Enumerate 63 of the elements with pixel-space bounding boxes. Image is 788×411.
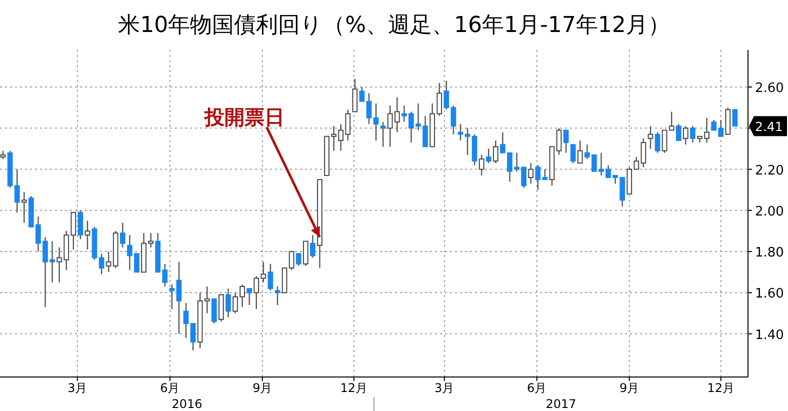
candlestick: [682, 125, 688, 146]
x-tick-label: 6月: [160, 381, 180, 395]
y-tick-label: 2.60: [755, 81, 784, 96]
candlestick: [98, 253, 104, 275]
candlestick: [662, 130, 668, 154]
y-tick-label: 1.40: [755, 328, 784, 343]
annotation: 投開票日: [204, 105, 285, 130]
x-tick-label: 12月: [707, 381, 734, 395]
candlestick: [359, 86, 365, 102]
last-value-tag: 2.41: [749, 116, 787, 136]
candlestick: [458, 123, 464, 142]
candlestick: [492, 140, 498, 164]
candlestick: [288, 250, 294, 271]
candlestick: [648, 125, 654, 150]
candlestick: [176, 261, 182, 334]
y-tick-label: 2.00: [755, 204, 784, 220]
candlestick: [654, 132, 660, 154]
y-tick-label: 1.60: [755, 286, 784, 302]
candlestick: [84, 220, 90, 250]
candlestick: [486, 148, 492, 164]
candlestick: [556, 128, 562, 156]
candlestick: [246, 288, 252, 306]
candlestick: [577, 140, 583, 164]
x-tick-label: 9月: [620, 381, 640, 395]
candlestick: [380, 121, 386, 148]
candlestick: [310, 234, 316, 258]
candlestick: [296, 253, 302, 267]
y-tick-label: 1.80: [755, 246, 784, 261]
candlestick: [528, 162, 534, 184]
candlestick: [676, 123, 682, 142]
candlestick: [226, 288, 231, 318]
candlestick: [464, 128, 470, 156]
annotation: 2.41: [755, 119, 783, 134]
x-tick-label: 12月: [340, 381, 368, 395]
candlestick: [690, 125, 696, 144]
candlestick: [373, 102, 379, 142]
candlestick: [352, 78, 358, 112]
candlestick: [570, 144, 576, 164]
chart-title: 米10年物国債利回り（%、週足、16年1月-17年12月）: [118, 13, 670, 38]
candlestick: [120, 222, 126, 248]
text: 2017: [546, 397, 576, 411]
candlestick: [668, 111, 674, 131]
candlestick: [21, 191, 27, 224]
candlestick: [478, 154, 484, 176]
candlestick: [274, 286, 280, 306]
candlestick: [366, 92, 372, 125]
x-tick-label: 6月: [527, 381, 547, 395]
x-tick-label: 3月: [434, 381, 454, 395]
candlestick: [732, 109, 738, 127]
candlestick: [14, 168, 20, 214]
candlestick: [183, 302, 189, 339]
candlestick: [302, 240, 308, 267]
candlestick: [563, 130, 569, 154]
text: 2016: [172, 397, 202, 411]
candlestick: [640, 138, 646, 168]
x-tick-label: 9月: [252, 381, 272, 395]
x-tick-label: 3月: [68, 381, 88, 395]
candlestick: [169, 284, 175, 310]
candlestick: [268, 263, 274, 292]
candlestick: [190, 322, 196, 351]
candlestick: [211, 298, 217, 324]
candlestick: [78, 210, 84, 240]
y-tick-label: 2.20: [755, 163, 784, 178]
